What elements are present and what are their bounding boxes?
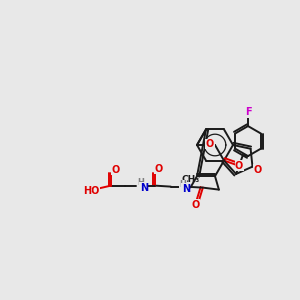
Text: CH₃: CH₃ <box>182 176 200 184</box>
Text: O: O <box>206 139 214 149</box>
Text: O: O <box>155 164 163 174</box>
Text: O: O <box>254 165 262 175</box>
Text: H: H <box>179 180 186 189</box>
Text: O: O <box>112 165 120 175</box>
Text: O: O <box>235 161 243 171</box>
Text: F: F <box>245 107 251 117</box>
Text: H: H <box>137 178 144 187</box>
Text: N: N <box>140 183 148 193</box>
Text: O: O <box>192 200 200 210</box>
Text: HO: HO <box>83 186 99 196</box>
Text: N: N <box>182 184 190 194</box>
